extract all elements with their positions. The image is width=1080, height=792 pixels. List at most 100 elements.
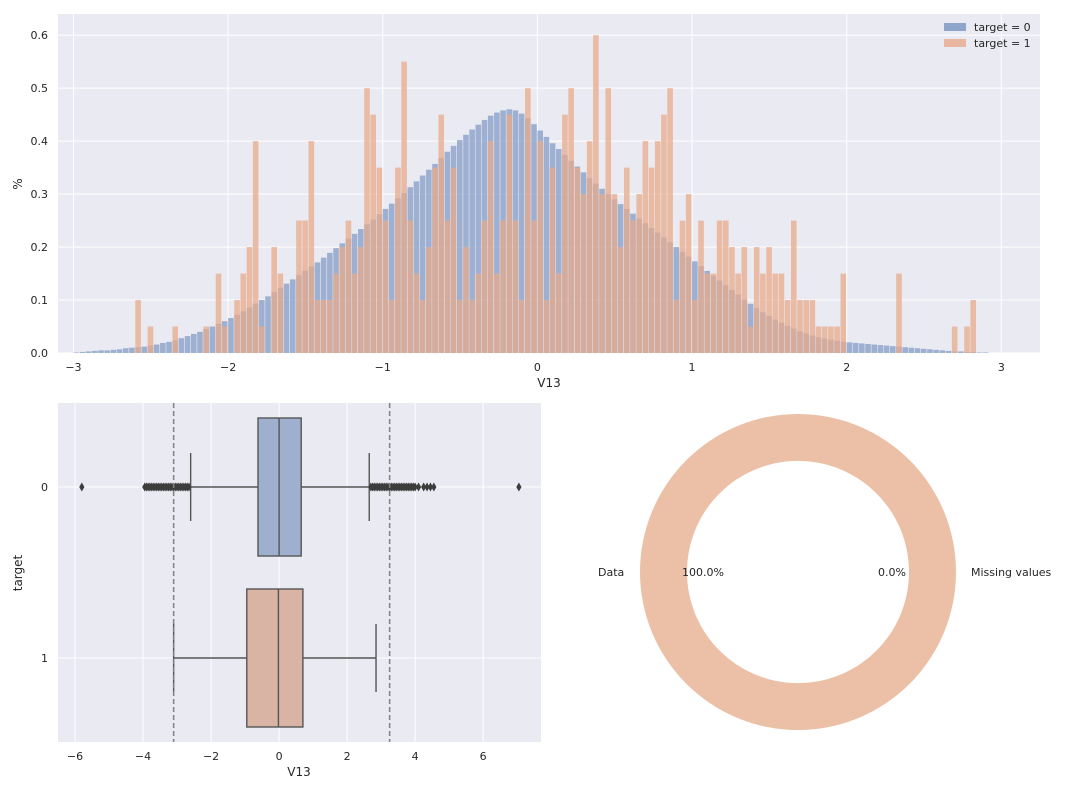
histogram-bar: [722, 220, 729, 353]
histogram-x-tick-label: 1: [689, 361, 696, 374]
histogram-y-tick-label: 0.6: [31, 29, 49, 42]
histogram-bar: [444, 220, 451, 353]
histogram-bar: [914, 348, 921, 353]
histogram-bar: [648, 167, 655, 353]
boxplot-x-ticks: −6 −4 −2 0 2 4 6: [67, 750, 487, 763]
histogram-bar: [129, 347, 135, 353]
histogram-bar: [259, 326, 265, 353]
histogram-bar: [475, 124, 482, 354]
histogram-bar: [351, 273, 358, 353]
histogram-bar: [617, 247, 624, 353]
histogram-bar: [747, 326, 754, 353]
boxplot-outlier: [427, 482, 434, 492]
histogram-bar: [642, 141, 649, 353]
legend-label-target-0: target = 0: [974, 21, 1031, 34]
histogram-bar: [432, 167, 438, 353]
histogram-bar: [698, 220, 704, 353]
histogram-bar: [296, 220, 302, 353]
histogram-bar: [518, 113, 525, 353]
histogram-bar: [518, 300, 525, 353]
legend-swatch-target-1: [944, 39, 966, 47]
legend-swatch-target-0: [944, 23, 966, 31]
histogram-bar: [277, 273, 284, 353]
histogram-x-axis-label: V13: [537, 376, 560, 390]
histogram-x-tick-label: −3: [65, 361, 81, 374]
histogram-y-axis-label: %: [11, 178, 25, 189]
histogram-bar: [487, 141, 494, 353]
histogram-y-tick-label: 0.4: [31, 135, 49, 148]
histogram-x-tick-label: 0: [534, 361, 541, 374]
histogram-bar: [939, 350, 946, 353]
histogram-bar: [388, 300, 395, 353]
boxplot-y-axis-label: target: [11, 554, 25, 591]
histogram-bar: [883, 345, 890, 353]
histogram-bar: [605, 88, 612, 353]
histogram-bar: [419, 300, 426, 353]
histogram-bar: [568, 88, 574, 353]
pie-slice-data: [640, 414, 956, 730]
histogram-bar: [203, 326, 209, 353]
pie-pct-data: 100.0%: [682, 566, 724, 579]
histogram-bar: [345, 220, 352, 353]
histogram-bar: [840, 273, 847, 353]
histogram-bar: [209, 326, 216, 353]
histogram-bar: [778, 273, 785, 353]
histogram-bar: [92, 350, 98, 353]
histogram-bar: [562, 114, 568, 353]
histogram-bar: [197, 331, 203, 353]
histogram-bar: [215, 273, 222, 353]
histogram-bar: [494, 273, 500, 353]
histogram-bar: [333, 273, 339, 353]
histogram-legend: target = 0 target = 1: [944, 21, 1031, 50]
histogram-bar: [735, 273, 741, 353]
histogram-bar: [525, 88, 531, 353]
histogram-bar: [438, 114, 445, 353]
histogram-bar: [630, 220, 636, 353]
boxplot-x-tick-label: 0: [276, 750, 283, 763]
histogram-bar: [116, 349, 123, 353]
boxplot-x-tick-label: 2: [344, 750, 351, 763]
histogram-bar: [407, 220, 414, 353]
histogram-bar: [413, 273, 420, 353]
histogram-bar: [370, 114, 376, 353]
histogram-bar: [871, 344, 878, 353]
histogram-bar: [240, 273, 247, 353]
histogram-bar: [190, 333, 197, 353]
histogram-bar: [809, 300, 816, 353]
histogram-bar: [463, 247, 469, 353]
histogram-bar: [902, 347, 908, 353]
boxplot-x-axis-label: V13: [287, 765, 310, 779]
histogram-bar: [784, 300, 791, 353]
histogram-bar: [803, 300, 809, 353]
boxplot-outlier: [415, 482, 422, 492]
histogram-bar: [339, 247, 346, 353]
histogram-y-tick-label: 0.5: [31, 82, 49, 95]
histogram-bar: [815, 326, 822, 353]
histogram-bar: [147, 326, 154, 353]
histogram-bar: [636, 194, 642, 353]
histogram-bar: [945, 350, 952, 353]
histogram-bar: [160, 342, 166, 353]
histogram-bar: [908, 347, 915, 353]
histogram-bar: [543, 300, 550, 353]
histogram-bar: [364, 88, 370, 353]
histogram-bar: [426, 247, 432, 353]
pie-label-missing-values: Missing values: [971, 566, 1052, 579]
histogram-bar: [964, 326, 970, 353]
histogram-bar: [661, 114, 667, 353]
histogram-bar: [654, 141, 661, 353]
histogram-bar: [79, 351, 86, 353]
boxplot-x-tick-label: −6: [67, 750, 83, 763]
histogram-bar: [741, 247, 748, 353]
boxplot-outlier: [516, 482, 522, 492]
histogram-bar: [413, 181, 420, 353]
boxplot-y-tick-label: 0: [41, 481, 48, 494]
histogram-bar: [512, 220, 519, 353]
histogram-bar: [463, 134, 469, 353]
histogram-bar: [766, 247, 772, 353]
histogram-bar: [228, 318, 234, 353]
histogram-x-tick-label: −2: [220, 361, 236, 374]
histogram-bar: [679, 220, 686, 353]
histogram-bar: [574, 167, 581, 353]
